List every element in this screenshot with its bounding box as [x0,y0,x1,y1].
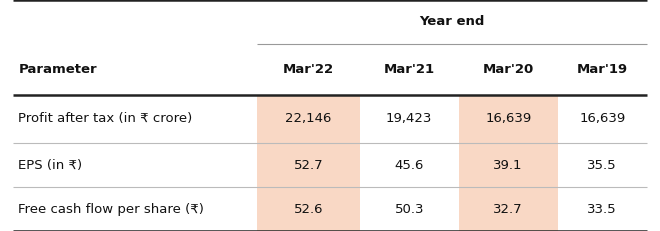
Text: 39.1: 39.1 [494,159,523,172]
Text: 33.5: 33.5 [587,203,617,216]
Text: 16,639: 16,639 [579,112,626,125]
Text: Profit after tax (in ₹ crore): Profit after tax (in ₹ crore) [18,112,193,125]
Text: Mar'21: Mar'21 [383,63,435,76]
Text: 22,146: 22,146 [285,112,332,125]
Text: Mar'19: Mar'19 [577,63,628,76]
Text: 19,423: 19,423 [386,112,432,125]
Text: EPS (in ₹): EPS (in ₹) [18,159,82,172]
Text: Mar'22: Mar'22 [283,63,334,76]
Bar [257,95,360,231]
Text: 52.6: 52.6 [294,203,323,216]
Bar [459,95,558,231]
Text: Mar'20: Mar'20 [482,63,534,76]
Text: 35.5: 35.5 [587,159,617,172]
Text: 52.7: 52.7 [294,159,323,172]
Text: 45.6: 45.6 [395,159,424,172]
Text: Year end: Year end [419,15,485,28]
Text: 32.7: 32.7 [494,203,523,216]
Text: Free cash flow per share (₹): Free cash flow per share (₹) [18,203,205,216]
Text: 50.3: 50.3 [395,203,424,216]
Text: 16,639: 16,639 [485,112,531,125]
Text: Parameter: Parameter [18,63,97,76]
